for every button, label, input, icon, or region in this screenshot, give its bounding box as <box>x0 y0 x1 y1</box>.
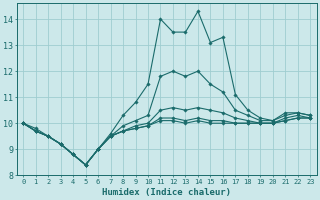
X-axis label: Humidex (Indice chaleur): Humidex (Indice chaleur) <box>102 188 231 197</box>
